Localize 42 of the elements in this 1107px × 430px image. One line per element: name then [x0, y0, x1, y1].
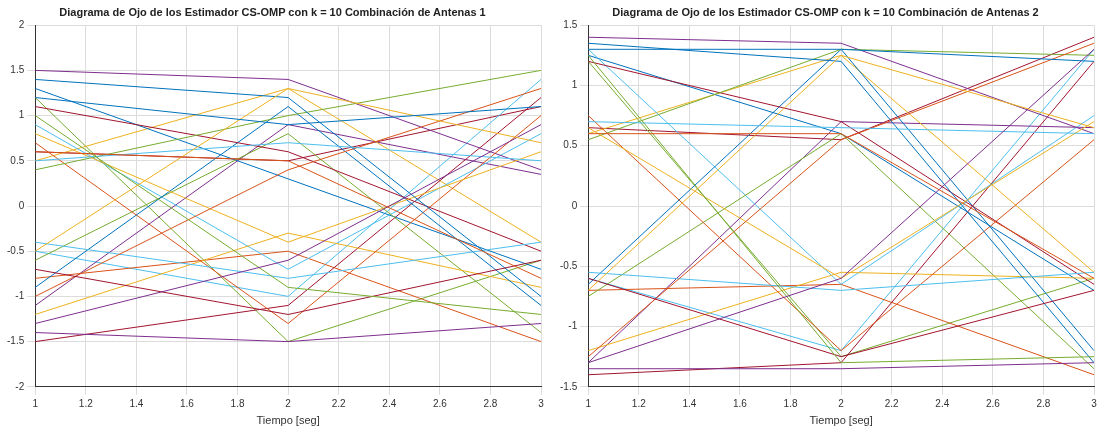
x-tick-label: 2.6 [432, 397, 448, 409]
x-tick-label: 3 [1091, 397, 1098, 409]
y-tick-label: 0 [18, 199, 25, 211]
x-tick-label: 3 [538, 397, 545, 409]
y-tick-label: 0 [571, 199, 578, 211]
y-tick-label: -0.5 [560, 260, 578, 272]
y-tick-label: -0.5 [7, 244, 25, 256]
x-tick-label: 1.4 [682, 397, 697, 409]
x-axis-title: Tiempo [seg] [809, 414, 873, 427]
y-tick-label: -1.5 [7, 335, 25, 347]
x-tick-label: 1 [585, 397, 592, 409]
y-tick-label: 0.5 [563, 139, 578, 151]
x-tick-label: 1.6 [180, 397, 195, 409]
x-tick-label: 2 [285, 397, 292, 409]
y-tick-label: 0.5 [10, 154, 25, 166]
y-tick-label: 2 [18, 18, 25, 30]
chart-title: Diagrama de Ojo de los Estimador CS-OMP con k = 10 Combinación de Antenas 2 [612, 5, 1039, 18]
x-tick-label: 2.6 [985, 397, 1001, 409]
x-tick-label: 1.8 [783, 397, 798, 409]
x-tick-label: 1.4 [129, 397, 144, 409]
y-tick-label: 1.5 [563, 18, 578, 30]
x-tick-label: 1.2 [631, 397, 647, 409]
x-tick-label: 2.2 [331, 397, 347, 409]
x-tick-label: 1.2 [78, 397, 94, 409]
y-tick-label: 1 [18, 109, 25, 121]
x-axis-title: Tiempo [seg] [256, 414, 320, 427]
x-tick-label: 2.2 [884, 397, 900, 409]
x-tick-label: 2.8 [1036, 397, 1051, 409]
y-tick-label: -1 [15, 290, 25, 302]
x-tick-label: 1.8 [230, 397, 245, 409]
chart-title: Diagrama de Ojo de los Estimador CS-OMP con k = 10 Combinación de Antenas 1 [59, 5, 486, 18]
y-tick-label: -2 [15, 380, 25, 392]
x-tick-label: 1 [32, 397, 39, 409]
x-tick-label: 1.6 [733, 397, 748, 409]
y-tick-label: -1.5 [560, 380, 578, 392]
x-tick-label: 2.8 [483, 397, 498, 409]
y-tick-label: 1.5 [10, 64, 25, 76]
x-tick-label: 2 [838, 397, 845, 409]
x-tick-label: 2.4 [382, 397, 397, 409]
y-tick-label: 1 [571, 79, 578, 91]
x-tick-label: 2.4 [935, 397, 950, 409]
y-tick-label: -1 [568, 320, 578, 332]
